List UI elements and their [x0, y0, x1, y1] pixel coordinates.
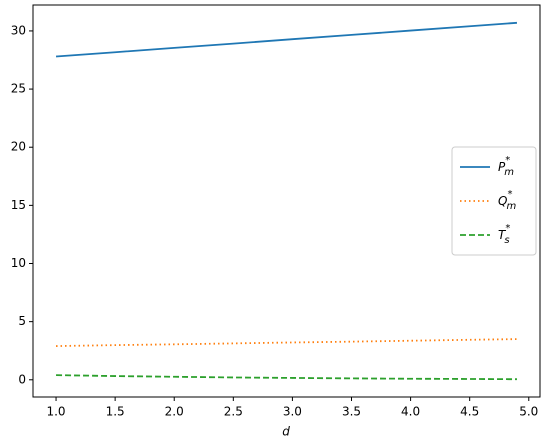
axes-frame	[32, 4, 541, 398]
line-series	[56, 338, 517, 347]
x-tick-label: 2.5	[224, 405, 243, 419]
x-tick-label: 3.0	[283, 405, 302, 419]
legend-label: T* s	[498, 223, 510, 246]
x-tick-label: 4.5	[460, 405, 479, 419]
x-tick-label: 5.0	[519, 405, 538, 419]
x-tick-label: 4.0	[401, 405, 420, 419]
x-tick-label: 1.0	[46, 405, 65, 419]
x-tick-label: 2.0	[165, 405, 184, 419]
line-series	[55, 21, 518, 58]
x-tick-label: 3.5	[342, 405, 361, 419]
y-tick-label: 25	[11, 82, 26, 96]
legend-label: Q* m	[498, 189, 516, 212]
legend-label: P* m	[498, 155, 514, 178]
x-tick-label: 1.5	[106, 405, 125, 419]
y-tick-label: 0	[18, 372, 26, 386]
y-tick-label: 15	[11, 198, 26, 212]
line-series	[56, 374, 517, 381]
y-tick-label: 30	[11, 23, 26, 37]
y-tick-label: 10	[11, 256, 26, 270]
y-tick-label: 5	[18, 314, 26, 328]
x-axis-label: d	[282, 425, 290, 439]
legend-box	[451, 146, 537, 256]
y-tick-label: 20	[11, 140, 26, 154]
